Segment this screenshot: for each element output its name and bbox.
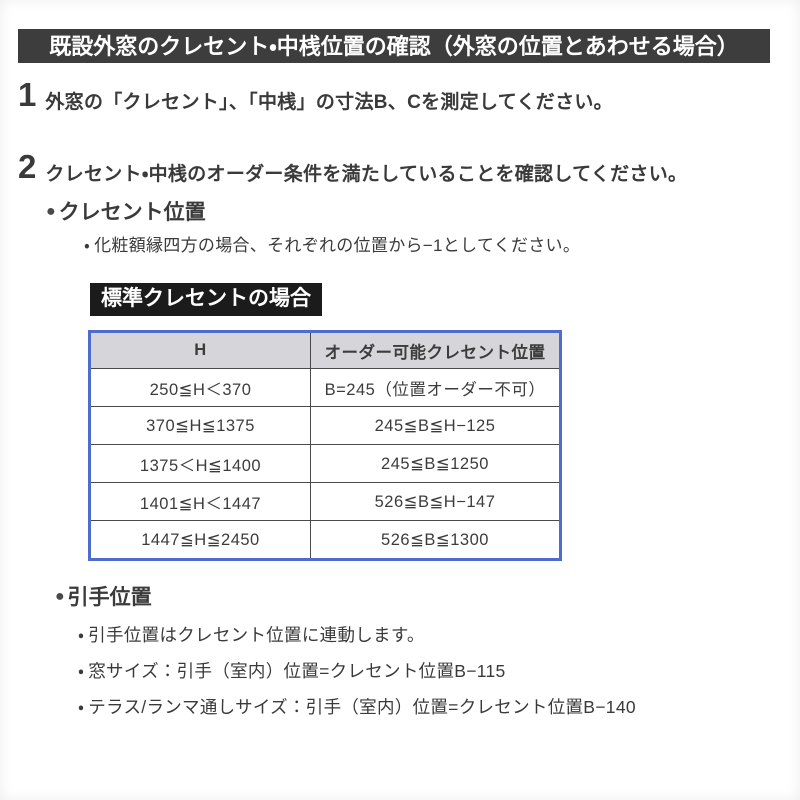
table-cell-h-range: 1375＜H≦1400 — [89, 444, 311, 483]
table-row: 1447≦H≦2450 526≦B≦1300 — [89, 520, 561, 560]
table-row: 1401≦H＜1447 526≦B≦H−147 — [89, 482, 561, 521]
page-title: 既設外窓のクレセント・中桟位置の確認（外窓の位置とあわせる場合） — [18, 29, 770, 63]
dot-bullet-icon: ・ — [78, 697, 85, 717]
crescent-position-note: ・化粧額縁四方の場合、それぞれの位置から−1としてください。 — [84, 231, 580, 256]
table-cell-order-range: 245≦B≦H−125 — [310, 406, 561, 445]
handle-note-text: テラス/ランマ通しサイズ：引手（室内）位置=クレセント位置B−140 — [88, 697, 636, 717]
handle-position-notes: ・引手位置はクレセント位置に連動します。 ・窓サイズ：引手（室内）位置=クレセン… — [78, 622, 636, 730]
crescent-position-table: H オーダー可能クレセント位置 250≦H＜370 B=245（位置オーダー不可… — [88, 330, 562, 561]
table-cell-order-range: 526≦B≦1300 — [310, 520, 561, 560]
table-row: 1375＜H≦1400 245≦B≦1250 — [89, 444, 561, 483]
table-cell-h-range: 1447≦H≦2450 — [89, 520, 311, 560]
table-cell-h-range: 370≦H≦1375 — [89, 406, 311, 445]
bullet-icon: ● — [46, 203, 56, 220]
step-1-text: 外窓の「クレセント」、「中桟」の寸法B、Cを測定してください。 — [45, 92, 613, 113]
crescent-position-note-text: 化粧額縁四方の場合、それぞれの位置から−1としてください。 — [94, 236, 581, 255]
handle-note: ・引手位置はクレセント位置に連動します。 — [78, 622, 636, 658]
handle-note-text: 窓サイズ：引手（室内）位置=クレセント位置B−115 — [88, 661, 506, 681]
step-1: 1 外窓の「クレセント」、「中桟」の寸法B、Cを測定してください。 — [18, 78, 613, 114]
table-cell-order-range: 245≦B≦1250 — [310, 444, 561, 483]
step-2: 2 クレセント・中桟のオーダー条件を満たしていることを確認してください。 — [18, 150, 687, 186]
table-cell-h-range: 250≦H＜370 — [89, 368, 311, 407]
step-2-number: 2 — [18, 148, 37, 185]
table-row: 250≦H＜370 B=245（位置オーダー不可） — [89, 368, 561, 407]
step-1-number: 1 — [18, 76, 37, 113]
handle-note: ・テラス/ランマ通しサイズ：引手（室内）位置=クレセント位置B−140 — [78, 694, 636, 730]
table-header-row: H オーダー可能クレセント位置 — [89, 331, 561, 369]
bullet-icon: ● — [55, 588, 65, 605]
handle-position-heading: ● 引手位置 — [55, 581, 152, 611]
dot-bullet-icon: ・ — [78, 625, 85, 645]
table-cell-order-range: B=245（位置オーダー不可） — [310, 368, 561, 407]
handle-position-heading-label: 引手位置 — [67, 586, 152, 609]
standard-crescent-label: 標準クレセントの場合 — [90, 283, 322, 317]
dot-bullet-icon: ・ — [78, 661, 85, 681]
table-cell-order-range: 526≦B≦H−147 — [310, 482, 561, 521]
handle-note-text: 引手位置はクレセント位置に連動します。 — [88, 625, 425, 645]
step-2-text: クレセント・中桟のオーダー条件を満たしていることを確認してください。 — [45, 164, 688, 185]
handle-note: ・窓サイズ：引手（室内）位置=クレセント位置B−115 — [78, 658, 636, 694]
crescent-position-heading-label: クレセント位置 — [58, 201, 206, 224]
dot-bullet-icon: ・ — [84, 236, 91, 255]
table-header-h: H — [89, 331, 311, 369]
table-row: 370≦H≦1375 245≦B≦H−125 — [89, 406, 561, 445]
table-cell-h-range: 1401≦H＜1447 — [89, 482, 311, 521]
crescent-position-heading: ● クレセント位置 — [46, 196, 206, 226]
table-header-order-position: オーダー可能クレセント位置 — [310, 331, 561, 369]
